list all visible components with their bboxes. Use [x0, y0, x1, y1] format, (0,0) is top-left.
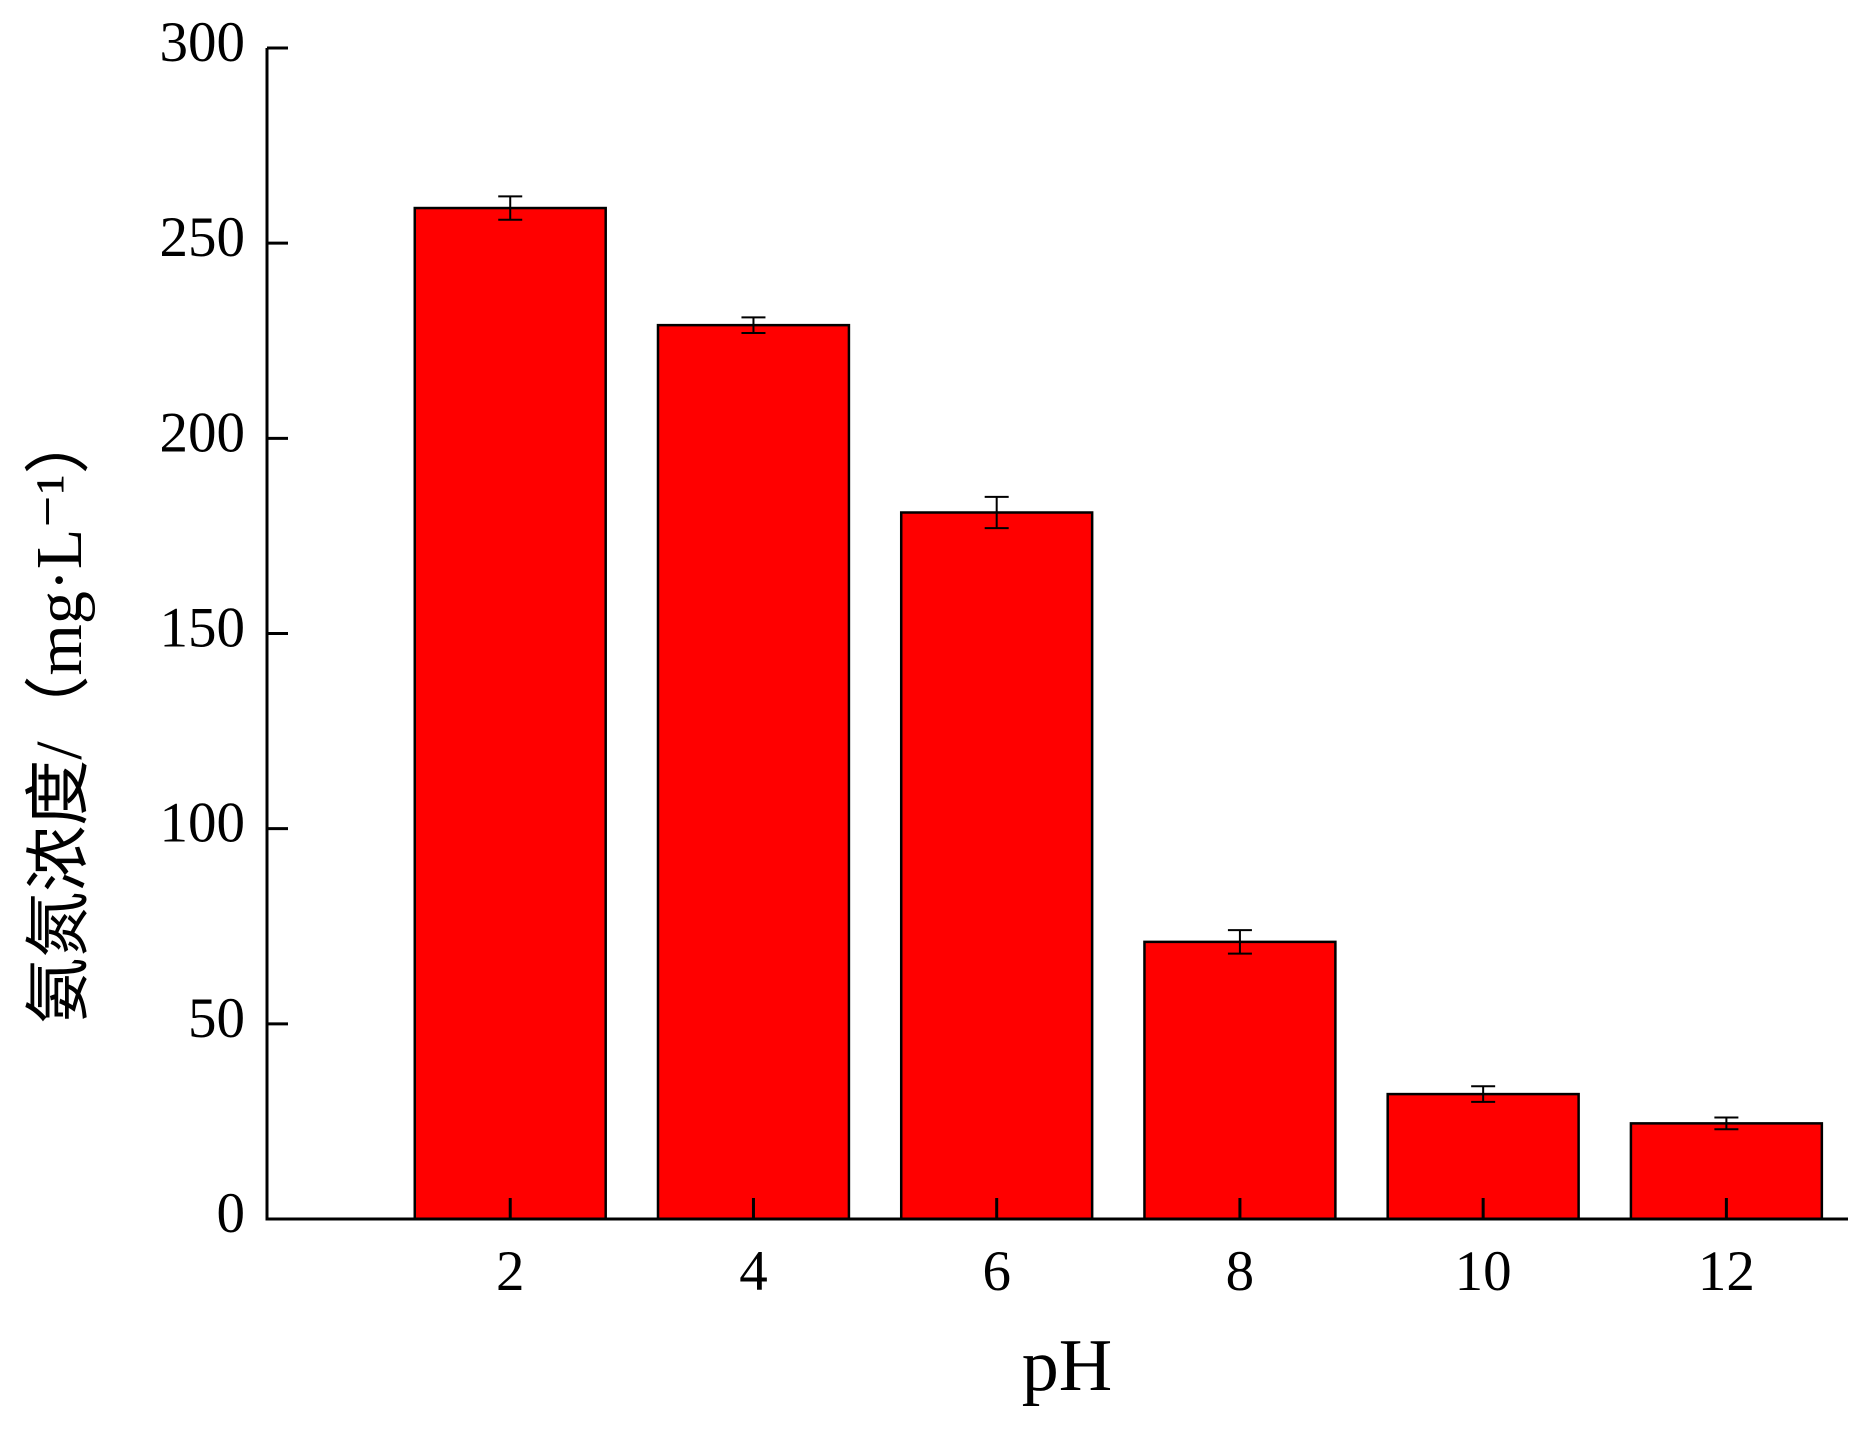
x-axis-label: pH	[1022, 1325, 1112, 1407]
y-tick-label: 300	[160, 11, 246, 74]
error-bar	[1714, 1116, 1739, 1131]
error-bar	[1471, 1085, 1496, 1103]
y-tick-label: 250	[160, 206, 246, 269]
bar	[413, 206, 607, 1221]
y-tick-label: 150	[160, 597, 246, 660]
x-tick-label: 4	[739, 1240, 768, 1303]
bar	[656, 323, 851, 1221]
error-bar	[498, 195, 523, 221]
y-tick-label: 200	[160, 401, 246, 464]
x-tick-label: 10	[1455, 1240, 1512, 1303]
y-tick-label: 50	[188, 987, 245, 1050]
y-tick-label: 0	[217, 1182, 246, 1245]
x-tick-label: 8	[1226, 1240, 1255, 1303]
error-bar	[741, 316, 766, 334]
y-axis-label: 氨氮浓度/（mg·L⁻¹）	[23, 408, 96, 1024]
x-tick-label: 2	[496, 1240, 525, 1303]
bar	[899, 511, 1094, 1221]
y-tick-label: 100	[160, 792, 246, 855]
error-bar	[984, 495, 1009, 530]
error-bar	[1227, 929, 1252, 955]
bar	[1143, 940, 1337, 1221]
x-tick-label: 12	[1698, 1240, 1755, 1303]
axes	[265, 48, 1848, 1221]
x-tick-label: 6	[982, 1240, 1011, 1303]
